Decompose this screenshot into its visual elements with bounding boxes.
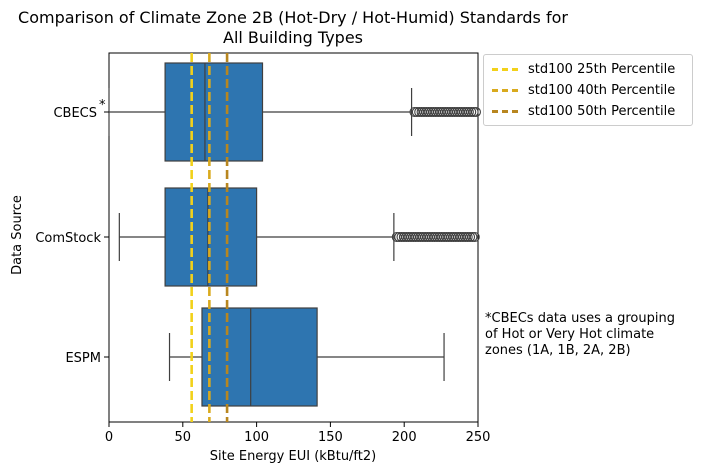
- legend-label-25th: std100 25th Percentile: [528, 61, 676, 77]
- outlier-point: [469, 231, 480, 243]
- legend-swatch-25th: [492, 67, 518, 71]
- legend: std100 25th Percentile std100 40th Perce…: [483, 54, 693, 126]
- box-espm: [168, 307, 445, 407]
- legend-item-50th: std100 50th Percentile: [492, 101, 675, 121]
- iqr-box: [201, 307, 318, 407]
- y-tick-label: ESPM: [65, 351, 101, 366]
- x-tick-label: 100: [244, 430, 269, 445]
- y-axis-label: Data Source: [10, 195, 25, 275]
- legend-item-40th: std100 40th Percentile: [492, 80, 675, 100]
- legend-item-25th: std100 25th Percentile: [492, 59, 675, 79]
- legend-swatch-50th: [492, 109, 518, 113]
- x-tick-label: 0: [105, 430, 113, 445]
- legend-swatch-40th: [492, 88, 518, 92]
- outlier-point: [464, 231, 476, 243]
- plot-area: 0 50 100 150 200 250 CBECS* ComStock ESPM: [35, 52, 491, 445]
- x-tick-label: 250: [466, 430, 491, 445]
- chart-title: Comparison of Climate Zone 2B (Hot-Dry /…: [18, 8, 568, 47]
- outlier-point: [468, 106, 479, 118]
- legend-label-40th: std100 40th Percentile: [528, 82, 676, 98]
- outlier-point: [462, 231, 473, 243]
- outlier-point: [467, 231, 478, 243]
- outlier-point: [466, 106, 477, 118]
- outlier-point: [470, 106, 481, 118]
- iqr-box: [164, 62, 264, 162]
- cbecs-footnote: *CBECs data uses a grouping of Hot or Ve…: [485, 311, 675, 358]
- box-comstock: [118, 187, 480, 287]
- y-tick-marker: *: [99, 98, 106, 113]
- x-axis-label: Site Energy EUI (kBtu/ft2): [210, 449, 376, 464]
- x-tick-label: 150: [318, 430, 343, 445]
- x-tick-label: 50: [175, 430, 192, 445]
- y-tick-label: ComStock: [35, 231, 101, 246]
- outlier-point: [463, 106, 474, 118]
- iqr-box: [164, 187, 258, 287]
- y-tick-label: CBECS: [53, 106, 97, 121]
- legend-label-50th: std100 50th Percentile: [528, 103, 676, 119]
- x-tick-label: 200: [392, 430, 417, 445]
- box-cbecs: [108, 62, 481, 162]
